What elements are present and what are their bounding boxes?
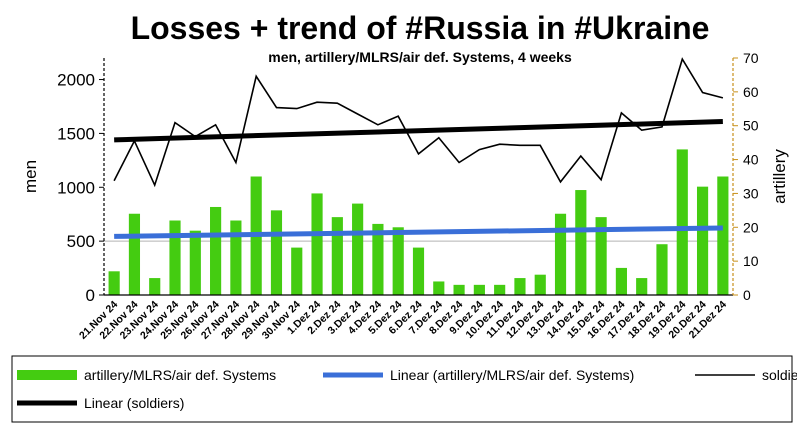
y2-tick-label: 60 [743, 84, 759, 100]
y2-tick-label: 0 [743, 287, 751, 303]
y2-tick-label: 50 [743, 118, 759, 134]
bar [189, 230, 201, 295]
legend-label: Linear (artillery/MLRS/air def. Systems) [390, 367, 634, 383]
y-tick-label: 1000 [57, 178, 95, 197]
bar [473, 284, 485, 295]
bar [128, 213, 141, 295]
bar [311, 193, 323, 295]
trend-line-soldiers [114, 119, 723, 143]
bar [108, 271, 120, 295]
y-tick-label: 500 [67, 232, 95, 251]
bar [696, 186, 709, 295]
bar [575, 190, 587, 295]
bar [412, 247, 425, 295]
bar [534, 274, 546, 295]
legend-label: artillery/MLRS/air def. Systems [84, 367, 276, 383]
bar [636, 278, 648, 295]
y2-tick-label: 40 [743, 152, 759, 168]
y2-tick-label: 10 [743, 253, 759, 269]
bar [453, 284, 465, 295]
trend-line-artillery [114, 225, 723, 239]
bar [392, 227, 404, 295]
bar [149, 278, 161, 295]
bar [270, 210, 283, 295]
chart-subtitle: men, artillery/MLRS/air def. Systems, 4 … [268, 49, 572, 65]
bar [494, 284, 506, 295]
y-tick-label: 1500 [57, 124, 95, 143]
y-axis-label: men [21, 160, 40, 193]
bar [372, 223, 384, 295]
legend-label: Linear (soldiers) [84, 395, 184, 411]
legend: artillery/MLRS/air def. Systems Linear (a… [11, 355, 797, 423]
y2-axis-label: artillery [770, 149, 789, 204]
bar [717, 176, 729, 295]
legend-swatch [17, 370, 77, 380]
y-tick-label: 2000 [57, 71, 95, 90]
plot-area: 0 500 1000 1500 2000 0 10 20 30 40 50 60 70 men artill… [21, 50, 789, 342]
bar [230, 220, 242, 295]
bar [554, 213, 567, 295]
bar [352, 203, 364, 295]
y2-tick-label: 20 [743, 219, 759, 235]
y2-tick-label: 70 [743, 50, 759, 66]
bar [615, 267, 627, 295]
y-tick-label: 0 [86, 286, 95, 305]
series-line-soldiers [113, 57, 724, 188]
bar [676, 149, 688, 295]
bar [514, 278, 526, 295]
bar [656, 244, 668, 295]
bar [169, 220, 181, 295]
bar [210, 206, 222, 295]
bar [433, 281, 445, 295]
bar [291, 247, 303, 295]
bar [595, 217, 607, 295]
chart-title: Losses + trend of #Russia in #Ukraine [130, 10, 710, 46]
bar [331, 217, 343, 295]
legend-box [11, 355, 793, 423]
y2-tick-label: 30 [743, 185, 759, 201]
legend-label: soldiers [762, 367, 797, 383]
